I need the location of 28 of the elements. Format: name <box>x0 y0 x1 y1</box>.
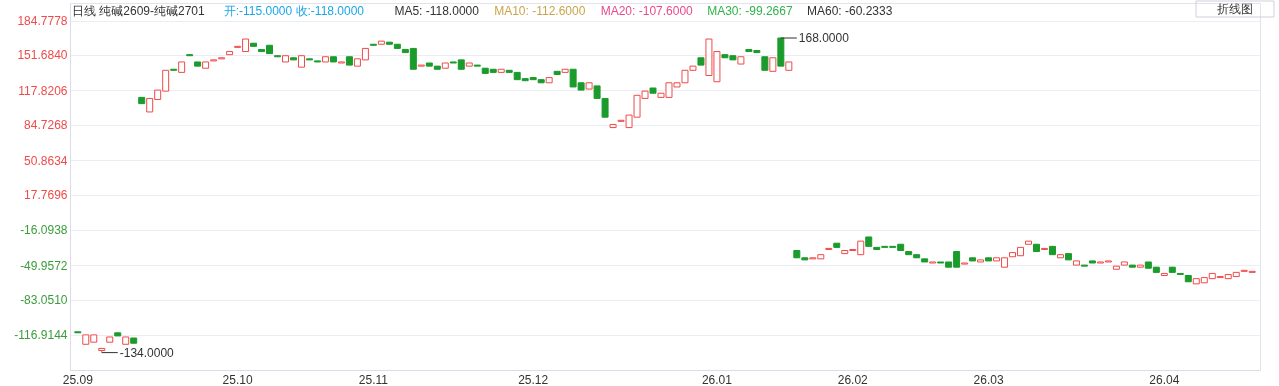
annotation: MA60: -60.2333 <box>807 4 893 18</box>
x-tick-label: 26.03 <box>973 372 1004 386</box>
y-tick-label: -16.0938 <box>20 223 68 238</box>
y-tick-label: -116.9144 <box>14 328 68 343</box>
annotation: MA20: -107.6000 <box>600 4 694 18</box>
annotation: MA30: -99.2667 <box>707 4 793 18</box>
x-tick-label: 25.09 <box>62 372 94 386</box>
annotation: 折线图 <box>1217 2 1253 16</box>
x-tick-label: 25.12 <box>518 372 549 386</box>
x-tick-label: 26.02 <box>837 372 869 386</box>
y-tick-label: -49.9572 <box>20 258 68 273</box>
annotation: MA5: -118.0000 <box>394 4 480 18</box>
y-tick-label: 17.7696 <box>24 188 68 202</box>
annotation: 开:-115.0000 收:-118.0000 <box>223 4 365 18</box>
chart-title: 日线 纯碱2609-纯碱2701 <box>72 4 206 18</box>
x-tick-label: 26.01 <box>701 372 733 386</box>
y-tick-label: 184.7778 <box>17 14 68 29</box>
x-tick-label: 25.11 <box>358 372 389 386</box>
y-tick-label: 151.6840 <box>17 48 68 63</box>
y-tick-label: 84.7268 <box>24 118 68 133</box>
y-tick-label: 117.8206 <box>18 83 68 98</box>
y-tick-label: -83.0510 <box>20 293 68 308</box>
x-tick-label: 25.10 <box>222 372 253 386</box>
x-tick-label: 26.04 <box>1149 372 1180 386</box>
annotation: MA10: -112.6000 <box>494 4 586 18</box>
annotation: 168.0000 <box>798 31 850 45</box>
annotation: -134.0000 <box>119 345 175 360</box>
y-tick-label: 50.8634 <box>24 153 68 168</box>
